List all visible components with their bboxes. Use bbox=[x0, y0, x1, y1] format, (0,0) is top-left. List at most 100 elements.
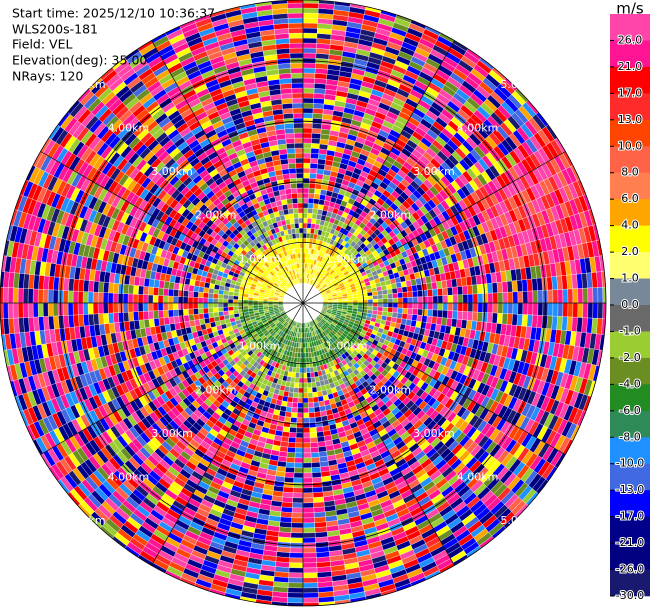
radar-cell bbox=[572, 302, 579, 318]
radar-cell bbox=[183, 314, 190, 322]
radar-cell bbox=[302, 352, 307, 359]
radar-cell bbox=[412, 296, 419, 304]
radar-cell bbox=[286, 401, 293, 408]
radar-cell bbox=[432, 288, 438, 297]
radar-cell bbox=[311, 138, 321, 145]
radar-cell bbox=[308, 412, 316, 418]
radar-cell bbox=[306, 377, 312, 384]
radar-cell bbox=[308, 197, 315, 204]
radar-cell bbox=[597, 287, 604, 304]
radar-cell bbox=[401, 313, 408, 320]
radar-cell bbox=[302, 567, 318, 574]
radar-cell bbox=[302, 102, 314, 109]
radar-cell bbox=[302, 452, 312, 459]
radar-cell bbox=[387, 302, 394, 308]
radar-cell bbox=[310, 148, 320, 154]
radar-cell bbox=[302, 407, 309, 414]
radar-cell bbox=[314, 183, 322, 190]
radar-cell bbox=[447, 310, 453, 319]
radar-cell bbox=[497, 292, 504, 304]
radar-cell bbox=[386, 288, 393, 295]
radar-cell bbox=[302, 52, 317, 59]
radar-cell bbox=[457, 302, 464, 312]
radar-cell bbox=[486, 282, 493, 294]
radar-cell bbox=[284, 471, 295, 478]
radar-cell bbox=[305, 352, 309, 359]
radar-cell bbox=[313, 198, 320, 205]
radar-cell bbox=[447, 287, 453, 296]
radar-cell bbox=[511, 280, 518, 293]
radar-cell bbox=[302, 537, 316, 544]
radar-cell bbox=[302, 592, 319, 599]
radar-cell bbox=[417, 296, 424, 304]
radar-cell bbox=[466, 311, 473, 321]
radar-cell bbox=[293, 472, 304, 479]
radar-cell bbox=[294, 447, 304, 454]
radar-cell bbox=[302, 387, 308, 394]
radar-cell bbox=[314, 521, 327, 528]
radar-cell bbox=[552, 289, 559, 304]
radar-cell bbox=[306, 232, 311, 239]
radar-cell bbox=[302, 437, 311, 444]
radar-cell bbox=[476, 312, 483, 322]
radar-cell bbox=[287, 582, 304, 589]
radar-cell bbox=[309, 437, 318, 443]
radar-cell bbox=[501, 313, 508, 325]
radar-cell bbox=[472, 293, 479, 304]
radar-cell bbox=[592, 287, 599, 304]
radar-cell bbox=[302, 427, 310, 434]
radar-cell bbox=[392, 307, 399, 314]
radar-cell bbox=[287, 587, 304, 594]
radar-cell bbox=[522, 302, 529, 315]
radar-cell bbox=[188, 314, 195, 322]
radar-cell bbox=[302, 42, 317, 49]
radar-cell bbox=[462, 302, 469, 312]
radar-cell bbox=[537, 302, 544, 316]
radar-cell bbox=[311, 128, 322, 135]
radar-cell bbox=[311, 133, 321, 140]
radar-cell bbox=[302, 157, 311, 164]
radar-cell bbox=[295, 367, 300, 374]
radar-cell bbox=[281, 501, 293, 508]
radar-cell bbox=[437, 288, 443, 297]
radar-cell bbox=[347, 300, 354, 304]
radar-cell bbox=[382, 307, 389, 313]
radar-cell bbox=[287, 447, 296, 453]
radar-cell bbox=[287, 391, 294, 398]
radar-cell bbox=[287, 442, 296, 448]
radar-cell bbox=[447, 294, 454, 304]
radar-cell bbox=[407, 308, 413, 315]
radar-cell bbox=[302, 147, 312, 154]
radar-cell bbox=[402, 302, 409, 309]
radar-cell bbox=[472, 302, 479, 313]
radar-cell bbox=[311, 386, 318, 393]
radar-cell bbox=[193, 313, 200, 321]
radar-cell bbox=[387, 298, 394, 304]
radar-cell bbox=[377, 298, 384, 304]
radar-cell bbox=[299, 367, 304, 374]
radar-cell bbox=[302, 77, 315, 84]
radar-cell bbox=[307, 207, 314, 214]
radar-cell bbox=[352, 302, 359, 307]
radar-cell bbox=[312, 476, 322, 483]
radar-cell bbox=[411, 314, 418, 322]
radar-cell bbox=[396, 312, 403, 319]
radar-cell bbox=[306, 367, 311, 374]
radar-cell bbox=[347, 297, 354, 301]
radar-cell bbox=[417, 290, 423, 298]
radar-cell bbox=[289, 547, 304, 554]
radar-cell bbox=[476, 284, 483, 294]
radar-cell bbox=[347, 302, 354, 306]
radar-cell bbox=[287, 597, 304, 604]
radar-cell bbox=[487, 292, 494, 304]
radar-cell bbox=[302, 87, 315, 94]
radar-cell bbox=[387, 293, 394, 299]
radar-cell bbox=[407, 302, 414, 309]
radar-cell bbox=[290, 417, 298, 423]
radar-cell bbox=[432, 309, 438, 318]
radar-cell bbox=[295, 437, 304, 444]
radar-cell bbox=[521, 314, 528, 327]
radar-cell bbox=[306, 227, 311, 234]
radar-cell bbox=[442, 295, 449, 304]
radar-cell bbox=[310, 457, 320, 463]
